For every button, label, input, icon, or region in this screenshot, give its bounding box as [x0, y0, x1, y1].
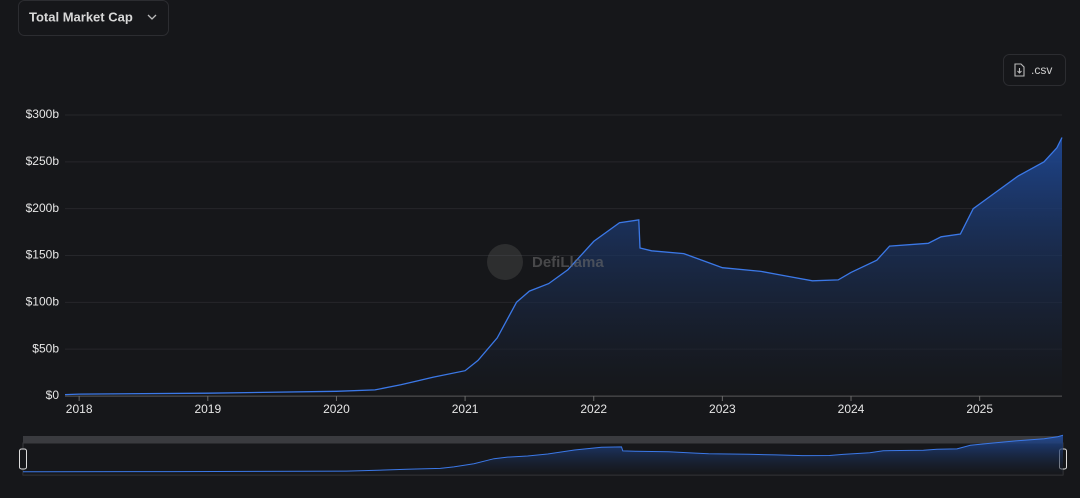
- line: [22, 434, 1064, 473]
- dropdown-label: Total Market Cap: [29, 9, 133, 24]
- brush-handle[interactable]: [19, 448, 27, 470]
- plot: $0 $50b $100b $150b $200b $250b $300b 2018 2019 2…: [26, 107, 1063, 416]
- dropdown-chevron: [147, 14, 157, 20]
- brush-bar[interactable]: [23, 436, 1063, 443]
- x-tick-label: 2021: [452, 402, 479, 416]
- area: [65, 137, 1062, 396]
- y-tick-label: $100b: [26, 295, 60, 309]
- x-tick-label: 2024: [838, 402, 865, 416]
- watermark: DefiLlama: [532, 254, 604, 271]
- x-tick-label: 2025: [966, 402, 993, 416]
- y-tick-label: $300b: [26, 107, 60, 121]
- y-tick-label: $50b: [32, 341, 59, 355]
- x-tick-label: 2018: [66, 402, 93, 416]
- watermark-logo: [487, 244, 523, 280]
- x-tick-label: 2022: [580, 402, 607, 416]
- y-tick-label: $0: [46, 388, 60, 402]
- x-tick-label: 2020: [323, 402, 350, 416]
- y-tick-label: $250b: [26, 154, 60, 168]
- area: [23, 435, 1063, 475]
- download-icon: [1014, 63, 1025, 77]
- y-tick-label: $200b: [26, 201, 60, 215]
- dropdown[interactable]: [18, 0, 169, 36]
- x-tick-label: 2019: [194, 402, 221, 416]
- y-tick-label: $150b: [26, 248, 60, 262]
- x-tick-label: 2023: [709, 402, 736, 416]
- csv-label: .csv: [1031, 63, 1052, 77]
- line: [64, 137, 1063, 396]
- csv-button[interactable]: [1003, 54, 1066, 86]
